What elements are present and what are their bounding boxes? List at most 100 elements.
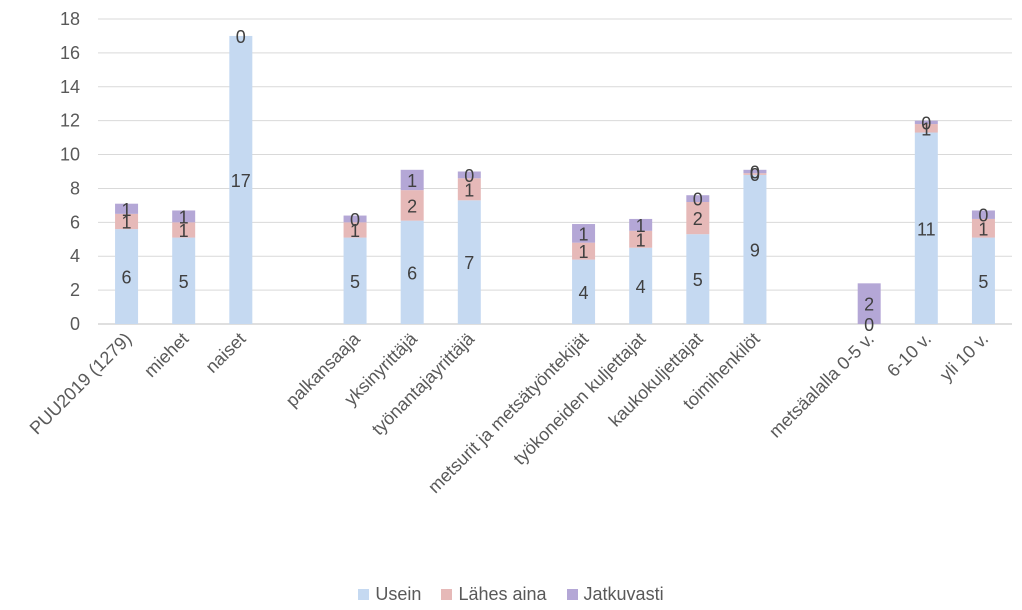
data-label: 1 xyxy=(978,219,988,239)
bar-segment xyxy=(743,174,767,324)
data-label: 1 xyxy=(579,224,589,244)
bar-segment xyxy=(971,218,995,238)
bar-segment xyxy=(914,124,938,133)
legend-swatch xyxy=(566,589,578,600)
data-label: 0 xyxy=(864,315,874,335)
data-label: 5 xyxy=(179,272,189,292)
y-tick-label: 6 xyxy=(70,212,80,232)
bar-segment xyxy=(172,237,196,324)
legend-label: Lähes aina xyxy=(458,584,547,604)
y-tick-label: 16 xyxy=(60,43,80,63)
x-tick-label: PUU2019 (1279) xyxy=(26,329,136,439)
legend-item: Usein xyxy=(358,584,421,605)
data-label: 2 xyxy=(693,209,703,229)
bar-segment xyxy=(629,218,653,231)
bar-segment xyxy=(629,247,653,324)
data-label: 7 xyxy=(464,253,474,273)
bar-segment xyxy=(400,190,424,221)
bar-segment xyxy=(572,224,596,243)
bar-segment xyxy=(857,283,881,324)
bar-segment xyxy=(343,237,367,324)
data-label: 0 xyxy=(921,113,931,133)
data-label: 1 xyxy=(636,230,646,250)
data-label: 2 xyxy=(407,196,417,216)
y-tick-label: 18 xyxy=(60,9,80,29)
data-label: 0 xyxy=(464,166,474,186)
data-label: 1 xyxy=(636,216,646,236)
bar-segment xyxy=(172,210,196,223)
bar-segment xyxy=(115,203,139,214)
bar-segment xyxy=(172,222,196,238)
bar-segment xyxy=(743,173,767,175)
x-tick-label: yli 10 v. xyxy=(936,329,992,385)
bar-segment xyxy=(686,202,710,235)
data-label: 0 xyxy=(750,163,760,183)
legend-swatch xyxy=(358,589,370,600)
data-label: 5 xyxy=(978,272,988,292)
data-label: 1 xyxy=(122,212,132,232)
data-label: 1 xyxy=(179,207,189,227)
legend-label: Usein xyxy=(375,584,422,604)
bar-segment xyxy=(229,35,253,324)
data-label: 0 xyxy=(693,190,703,210)
y-tick-label: 12 xyxy=(60,111,80,131)
bar-segment xyxy=(457,200,481,324)
data-label: 9 xyxy=(750,240,760,260)
bar-segment xyxy=(572,259,596,324)
data-label: 1 xyxy=(464,180,474,200)
bar-segment xyxy=(971,237,995,324)
data-label: 0 xyxy=(978,206,988,226)
data-label: 6 xyxy=(122,268,132,288)
bar-segment xyxy=(115,229,139,324)
legend-item: Lähes aina xyxy=(441,584,547,605)
data-label: 1 xyxy=(407,171,417,191)
y-tick-label: 4 xyxy=(70,246,80,266)
x-tick-label: metsäalalla 0-5 v. xyxy=(765,329,878,442)
bar-segment xyxy=(343,215,367,223)
data-label: 5 xyxy=(350,272,360,292)
x-tick-label: työnantajayrittäjä xyxy=(368,328,479,439)
data-label: 1 xyxy=(122,200,132,220)
stacked-bar-chart: 0246810121416186115111705106217104114115… xyxy=(26,9,1012,497)
x-tick-label: naiset xyxy=(202,329,250,377)
y-tick-label: 14 xyxy=(60,77,80,97)
bar-segment xyxy=(686,234,710,324)
data-label: 1 xyxy=(921,119,931,139)
bar-segment xyxy=(400,220,424,324)
legend-label: Jatkuvasti xyxy=(583,584,664,604)
bar-segment xyxy=(457,178,481,201)
bar-segment xyxy=(743,169,767,174)
y-tick-label: 2 xyxy=(70,280,80,300)
data-label: 0 xyxy=(750,165,760,185)
bar-segment xyxy=(457,171,481,179)
bar-segment xyxy=(914,120,938,125)
data-label: 0 xyxy=(350,210,360,230)
bar-segment xyxy=(400,169,424,191)
x-tick-label: miehet xyxy=(140,329,192,381)
data-label: 6 xyxy=(407,263,417,283)
bar-segment xyxy=(572,242,596,260)
data-label: 17 xyxy=(231,171,251,191)
y-tick-label: 8 xyxy=(70,178,80,198)
bar-segment xyxy=(115,213,139,230)
bar-segment xyxy=(343,222,367,238)
data-label: 4 xyxy=(636,277,646,297)
bar-segment xyxy=(629,230,653,248)
data-label: 0 xyxy=(236,27,246,47)
y-tick-label: 10 xyxy=(60,145,80,165)
data-label: 1 xyxy=(179,221,189,241)
x-tick-label: 6-10 v. xyxy=(883,329,935,381)
legend-item: Jatkuvasti xyxy=(566,584,664,605)
data-label: 1 xyxy=(350,221,360,241)
data-label: 2 xyxy=(864,295,874,315)
data-label: 1 xyxy=(579,242,589,262)
legend-swatch xyxy=(441,589,453,600)
bar-segment xyxy=(686,195,710,202)
y-tick-label: 0 xyxy=(70,314,80,334)
data-label: 5 xyxy=(693,270,703,290)
bar-segment xyxy=(971,210,995,219)
data-label: 11 xyxy=(917,219,936,239)
legend: Usein Lähes aina Jatkuvasti xyxy=(0,584,1022,605)
data-label: 4 xyxy=(579,283,589,303)
bar-segment xyxy=(914,132,938,324)
